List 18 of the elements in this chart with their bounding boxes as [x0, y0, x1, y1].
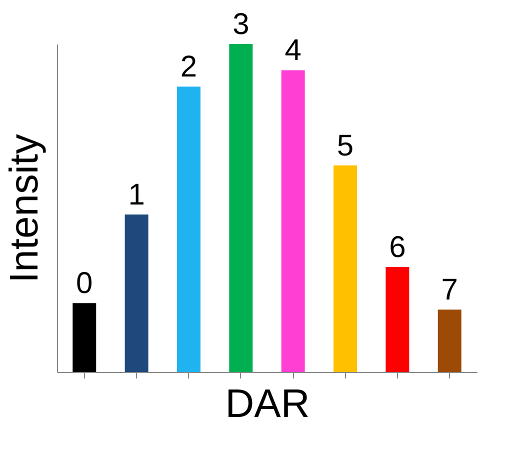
- x-tick-label: 4: [284, 34, 302, 68]
- y-axis-title: Intensity: [2, 134, 46, 283]
- x-tick-label: 0: [76, 267, 93, 300]
- bar: [438, 310, 462, 372]
- x-tick-label: 7: [441, 274, 458, 307]
- x-axis-title: DAR: [225, 382, 310, 426]
- bar: [386, 267, 410, 372]
- bar: [124, 214, 148, 372]
- x-tick-label: 3: [232, 8, 250, 41]
- bar: [281, 70, 305, 372]
- bar: [229, 44, 253, 372]
- bar: [177, 86, 200, 372]
- x-tick-label: 5: [336, 129, 354, 162]
- bar: [72, 303, 96, 372]
- x-tick-label: 6: [389, 231, 406, 264]
- bar: [334, 165, 357, 372]
- x-tick-label: 2: [180, 50, 198, 84]
- x-tick-label: 1: [128, 178, 145, 212]
